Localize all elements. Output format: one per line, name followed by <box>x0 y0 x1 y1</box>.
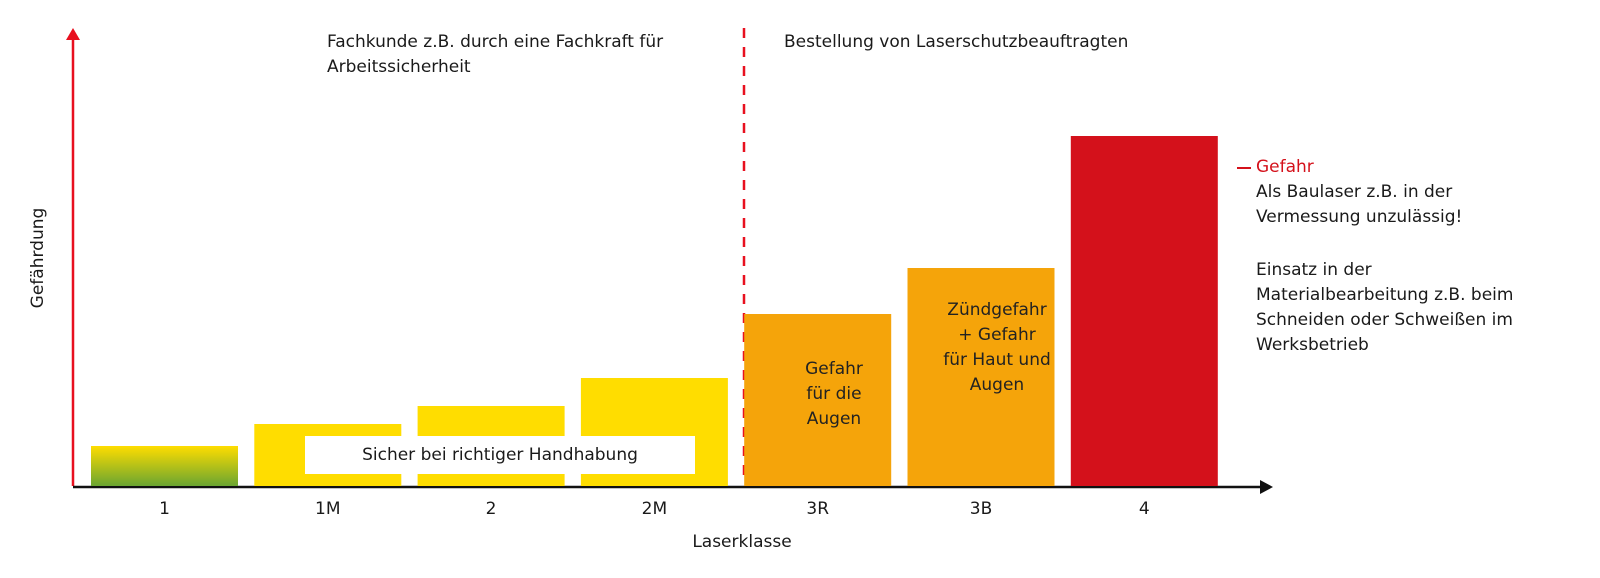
bar-3r <box>744 314 892 486</box>
x-tick-1: 1 <box>159 499 170 519</box>
region-right-label: Bestellung von Laserschutzbeauftragten <box>784 32 1129 52</box>
y-axis-label: Gefährdung <box>28 207 48 309</box>
x-axis-label: Laserklasse <box>692 532 792 552</box>
region-left-label: Fachkunde z.B. durch eine Fachkraft für … <box>327 32 664 77</box>
warning-marker-line <box>1237 167 1251 169</box>
bar-3b <box>907 268 1055 486</box>
bar-1 <box>91 446 238 486</box>
bar-annotation-3r: Gefahr für die Augen <box>805 359 863 429</box>
bar-annotation-3b: Zündgefahr + Gefahr für Haut und Augen <box>943 300 1051 395</box>
x-tick-2: 2 <box>486 499 497 519</box>
bar-4 <box>1070 136 1218 486</box>
x-tick-3r: 3R <box>806 499 829 519</box>
x-tick-4: 4 <box>1139 499 1150 519</box>
side-note-line2: Einsatz in der Materialbearbeitung z.B. … <box>1256 260 1514 355</box>
x-tick-1m: 1M <box>315 499 340 519</box>
x-tick-2m: 2M <box>642 499 667 519</box>
y-axis-arrow <box>66 28 80 40</box>
safe-handling-label: Sicher bei richtiger Handhabung <box>305 436 695 474</box>
warning-label: Gefahr <box>1256 157 1314 177</box>
x-tick-3b: 3B <box>970 499 992 519</box>
side-note-line1: Als Baulaser z.B. in der Vermessung unzu… <box>1256 182 1463 227</box>
x-axis-arrow <box>1260 480 1273 494</box>
